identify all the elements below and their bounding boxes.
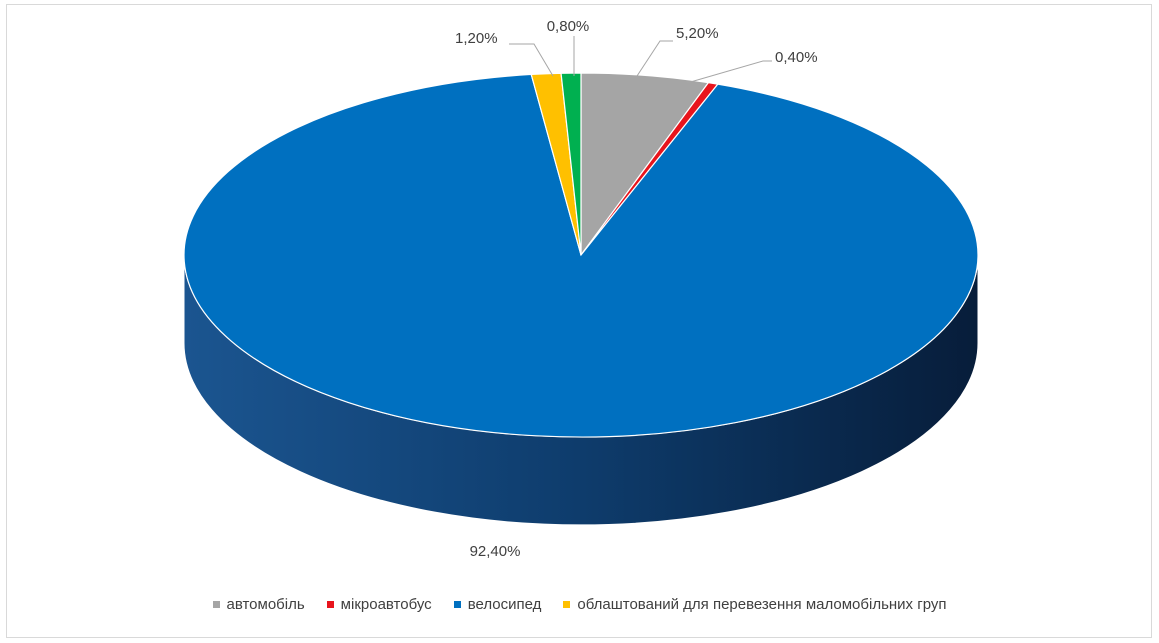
- legend-swatch-car: [212, 601, 220, 608]
- legend-swatch-minibus: [326, 601, 334, 608]
- legend-item-car: автомобіль: [212, 596, 305, 613]
- data-label-minibus: 0,40%: [775, 49, 818, 66]
- legend-item-minibus: мікроавтобус: [326, 596, 432, 613]
- legend-swatch-accessible: [563, 601, 571, 608]
- leader-line-accessible: [509, 43, 554, 77]
- data-label-other: 0,80%: [547, 18, 590, 35]
- legend-item-bicycle: велосипед: [453, 596, 542, 613]
- legend: автомобіль мікроавтобус велосипед облашт…: [0, 596, 1159, 613]
- pie-slice-other: [560, 72, 582, 256]
- data-label-car: 5,20%: [676, 25, 719, 42]
- leader-line-minibus: [686, 60, 772, 84]
- legend-label-car: автомобіль: [226, 596, 305, 613]
- leader-line-car: [636, 40, 673, 77]
- legend-swatch-bicycle: [453, 601, 461, 608]
- legend-label-bicycle: велосипед: [467, 596, 542, 613]
- data-label-bicycle: 92,40%: [470, 543, 521, 560]
- legend-label-accessible: облаштований для перевезення маломобільн…: [577, 596, 947, 613]
- pie-slice-bicycle: [183, 73, 979, 438]
- data-label-accessible: 1,20%: [455, 30, 498, 47]
- legend-label-minibus: мікроавтобус: [340, 596, 432, 613]
- legend-item-accessible: облаштований для перевезення маломобільн…: [563, 596, 947, 613]
